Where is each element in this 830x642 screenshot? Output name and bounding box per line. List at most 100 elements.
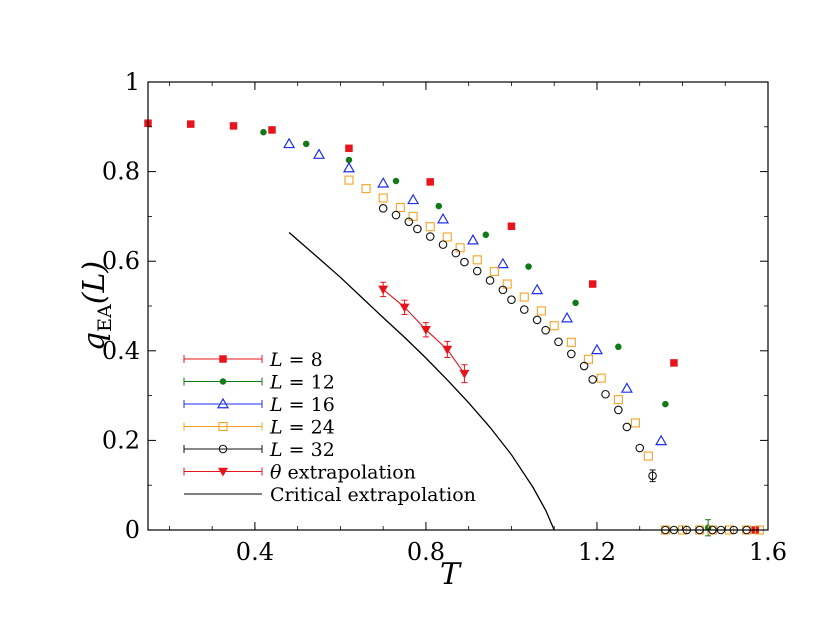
series-2-point [407,193,420,205]
series-3-point [425,222,435,232]
series-2-point [283,137,296,149]
series-2-point [496,257,509,269]
series-1-point [572,299,579,307]
series-0-point [268,126,276,134]
series-4-point [498,285,508,295]
series-4-point [472,266,482,276]
series-2-point [342,161,355,173]
series-3-point [566,337,576,347]
series-3-point [361,184,371,194]
series-0-point [507,222,516,231]
legend-label: L = 24 [269,417,335,439]
series-1-point [392,177,400,185]
x-tick-label: 1.2 [578,538,616,566]
series-3-point [613,395,623,405]
series-5-point [442,345,453,355]
series-3-point [489,266,499,277]
series-5-point [378,285,389,295]
series-4-point [404,217,414,227]
series-3-point [596,373,606,383]
series-3-point [408,211,418,221]
series-3-point [472,255,482,265]
series-4-point [567,349,576,359]
series-3-point [455,243,465,253]
legend-marker [216,397,230,409]
y-tick-label: 0 [125,516,140,544]
legend-marker [218,467,228,477]
series-3-point [643,451,653,461]
series-4-point [554,337,563,347]
series-4-point [541,325,550,335]
series-1-point [302,140,310,148]
legend-marker [218,421,228,432]
series-2-point [655,434,668,446]
legend-entry-3: L = 24 [183,417,335,439]
series-1-point [525,263,532,270]
series-4-point [425,232,435,241]
legend-entry-2: L = 16 [183,394,335,416]
legend-entry-0: L = 8 [183,349,323,371]
series-4-point [532,315,542,325]
series-4-point [622,422,632,432]
y-axis-label: qEA(L) [77,261,116,351]
series-1-point [435,202,443,210]
series-3-point [536,306,546,316]
legend-label: L = 16 [269,394,335,416]
x-axis-label: T [440,557,462,592]
legend-label: L = 8 [269,349,323,371]
series-3-point [519,292,529,302]
series-3-point [630,418,640,428]
series-4-point [451,248,461,258]
series-4-point [601,389,610,399]
series-2-point [437,212,450,224]
series-1-point [260,128,267,136]
series-4-point [378,204,388,213]
legend-entry-4: L = 32 [183,439,335,461]
series-3-point [378,193,388,203]
series-4-point [648,471,657,481]
series-3-point [549,321,559,331]
legend-entry-6: Critical extrapolation [184,484,476,506]
y-tick-label: 0.8 [102,158,140,186]
series-0-point [426,178,434,186]
series-2-point [590,343,603,355]
series-0-point [670,359,678,367]
tick-labels-layer: 0.4 0.8 1.2 1.6 0 0.2 0.4 0.6 0.8 1 [102,68,787,566]
ticks-layer [148,81,769,531]
series-5-point [399,303,410,313]
x-tick-label: 0.8 [407,538,445,566]
y-tick-label: 0.2 [102,426,140,454]
series-2-point [531,283,544,295]
legend-label: L = 32 [269,439,335,461]
series-0-point [187,120,195,128]
series-4-point [391,210,401,220]
series-4-point [579,361,589,371]
series-1-point [662,400,669,408]
series-4-point [635,443,645,453]
legend-label: θ extrapolation [270,462,416,484]
series-0-point [588,280,597,288]
series-2-point [313,148,326,159]
series-2-point [377,177,390,188]
y-tick-label: 0.6 [102,247,140,275]
x-tick-label: 0.4 [236,538,274,566]
legend-label: L = 12 [269,372,335,394]
series-2-point [561,311,574,323]
markers-layer [144,119,764,535]
series-2-point [466,233,479,245]
series-0-point [229,122,238,130]
series-6-curve [288,232,555,531]
series-5-point [459,369,470,379]
series-4-point [413,224,422,234]
series-1-point [615,343,622,351]
series-4-point [614,405,623,415]
legend: L = 8L = 12L = 16L = 24L = 32θ extrapola… [183,349,476,506]
series-4-point [485,276,495,285]
legend-marker [219,355,227,363]
y-tick-label: 1 [125,68,140,96]
series-3-point [583,354,593,364]
y-tick-label: 0.4 [102,337,140,365]
legend-marker [218,444,228,454]
